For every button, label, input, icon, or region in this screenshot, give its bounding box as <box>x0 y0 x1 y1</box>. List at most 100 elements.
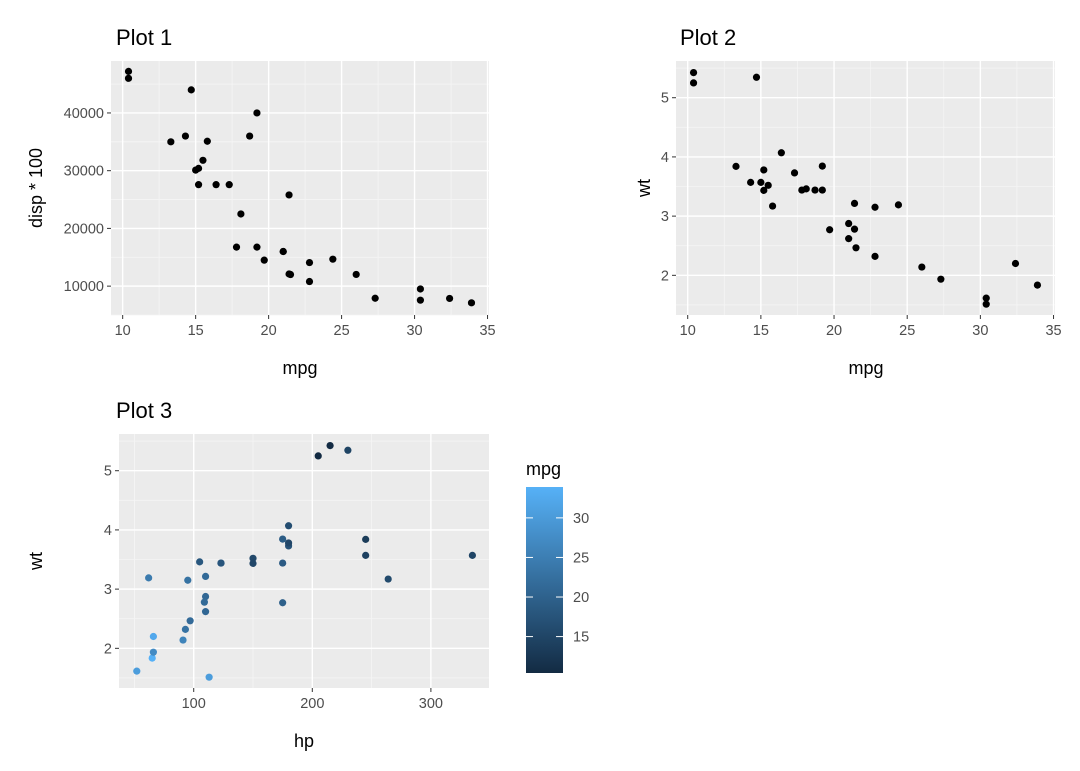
data-point <box>201 608 210 616</box>
plot-1-panel <box>111 61 489 315</box>
data-point <box>279 559 287 567</box>
data-point <box>196 558 204 566</box>
plot-1: Plot 1 10 15 20 25 30 35 10000 20000 30000 40000… <box>26 25 496 378</box>
y-tick-label: 4 <box>104 523 112 539</box>
data-point <box>732 162 740 170</box>
data-point <box>253 243 261 251</box>
plot-3-x-axis-title: hp <box>294 731 314 751</box>
data-point <box>850 199 859 207</box>
plot-2-x-axis-title: mpg <box>848 358 883 378</box>
data-point <box>982 294 990 302</box>
y-tick-label: 10000 <box>64 279 104 295</box>
x-tick-label: 200 <box>300 696 324 712</box>
data-point <box>284 539 293 547</box>
plot-3-y-axis-title: wt <box>26 552 46 571</box>
data-point <box>937 275 945 283</box>
data-point <box>187 86 195 94</box>
data-point <box>249 554 257 562</box>
data-point <box>768 202 777 210</box>
data-point <box>181 625 190 633</box>
y-tick-label: 40000 <box>64 106 104 122</box>
y-tick-label: 2 <box>661 268 669 284</box>
data-point <box>225 181 233 189</box>
data-point <box>205 673 213 681</box>
x-tick-label: 35 <box>1045 323 1061 339</box>
legend-tick-label: 15 <box>573 630 589 646</box>
data-point <box>203 137 211 145</box>
plot-3-title: Plot 3 <box>116 398 172 423</box>
data-point <box>253 109 261 117</box>
plot-3: Plot 3 100 200 300 2 3 4 5 hp wt mpg 15 20 25 30 <box>26 398 589 751</box>
y-tick-label: 5 <box>661 91 669 107</box>
data-point <box>279 247 287 256</box>
data-point <box>845 219 853 228</box>
data-point <box>232 243 241 251</box>
legend-colorbar <box>526 487 563 673</box>
data-point <box>237 210 245 218</box>
data-point <box>818 162 826 170</box>
x-tick-label: 30 <box>972 323 988 339</box>
legend-tick-label: 20 <box>573 590 589 606</box>
data-point <box>760 166 768 174</box>
data-point <box>194 181 203 189</box>
data-point <box>362 535 370 543</box>
data-point <box>445 294 454 303</box>
data-point <box>305 258 314 267</box>
data-point <box>798 186 806 194</box>
data-point <box>871 252 879 260</box>
y-tick-label: 3 <box>104 582 112 598</box>
data-point <box>811 186 819 194</box>
data-point <box>845 235 853 243</box>
data-point <box>305 277 314 286</box>
data-point <box>192 166 200 174</box>
data-point <box>279 535 287 543</box>
y-tick-label: 30000 <box>64 164 104 180</box>
y-tick-label: 3 <box>661 209 669 225</box>
legend-tick-label: 30 <box>573 511 589 527</box>
data-point <box>124 74 133 82</box>
data-point <box>850 225 859 233</box>
data-point <box>149 648 157 656</box>
data-point <box>747 178 755 186</box>
plot-2-title: Plot 2 <box>680 25 736 50</box>
plot-2: Plot 2 10 15 20 25 30 35 2 3 4 5 mpg wt <box>634 25 1062 378</box>
data-point <box>352 270 360 279</box>
data-point <box>468 551 476 559</box>
data-point <box>1011 259 1020 268</box>
x-tick-label: 20 <box>826 323 842 339</box>
data-point <box>982 300 990 308</box>
x-tick-label: 15 <box>188 323 204 339</box>
data-point <box>326 442 334 450</box>
data-point <box>285 270 293 278</box>
data-point <box>1033 281 1042 289</box>
legend-tick-label: 25 <box>573 550 589 566</box>
data-point <box>329 255 337 263</box>
data-point <box>200 598 208 606</box>
data-point <box>285 191 293 199</box>
plot-2-y-axis-title: wt <box>634 179 654 198</box>
data-point <box>826 226 834 234</box>
legend-title: mpg <box>526 459 561 479</box>
y-tick-label: 20000 <box>64 221 104 237</box>
data-point <box>344 446 352 454</box>
data-point <box>918 263 926 271</box>
x-tick-label: 25 <box>899 323 915 339</box>
x-tick-label: 300 <box>419 696 443 712</box>
plot-2-panel <box>676 61 1055 315</box>
data-point <box>757 178 765 186</box>
data-point <box>184 576 192 584</box>
data-point <box>818 186 826 194</box>
y-tick-label: 2 <box>104 641 112 657</box>
x-tick-label: 10 <box>115 323 131 339</box>
data-point <box>894 201 903 209</box>
x-tick-label: 100 <box>182 696 206 712</box>
data-point <box>362 551 370 559</box>
plot-1-title: Plot 1 <box>116 25 172 50</box>
data-point <box>201 572 210 580</box>
data-point <box>852 244 860 252</box>
data-point <box>777 149 785 157</box>
data-point <box>764 181 772 189</box>
plot-3-panel <box>119 434 489 688</box>
x-tick-label: 10 <box>680 323 696 339</box>
data-point <box>689 69 698 77</box>
